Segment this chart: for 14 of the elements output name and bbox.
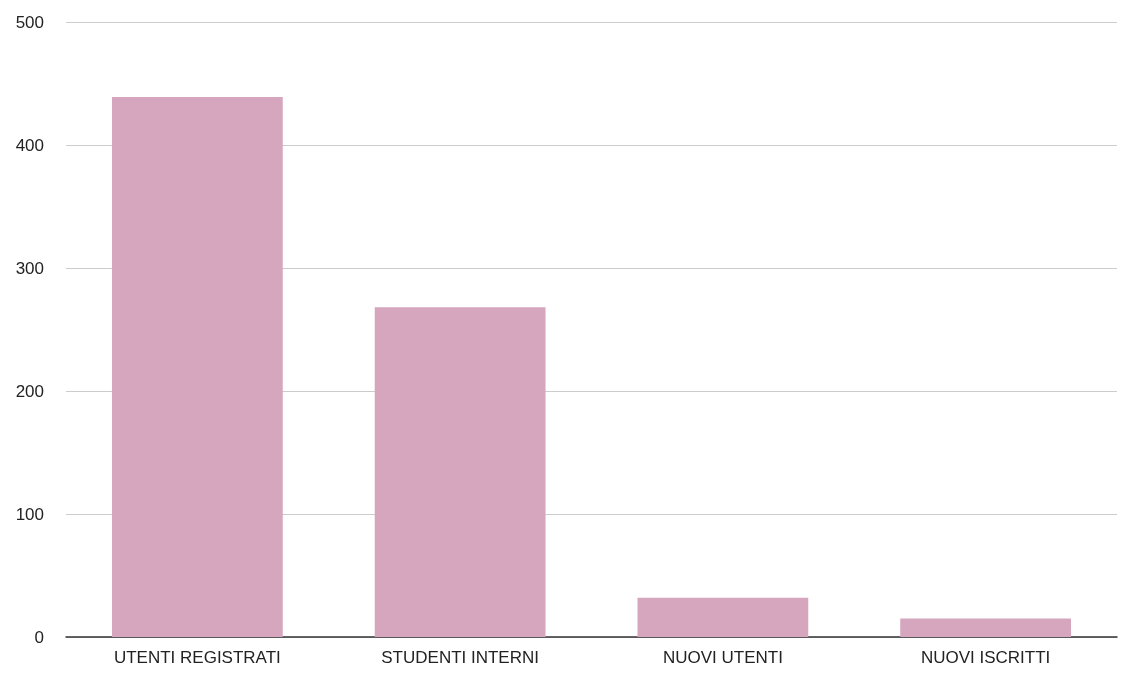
y-tick-label: 500	[15, 12, 44, 32]
x-tick-label: NUOVI UTENTI	[662, 648, 783, 667]
bar	[900, 618, 1072, 637]
y-tick-label: 400	[15, 135, 44, 155]
bar	[374, 307, 546, 637]
y-tick-label: 0	[34, 627, 44, 647]
y-tick-label: 200	[15, 381, 44, 401]
x-tick-label: NUOVI ISCRITTI	[920, 648, 1051, 667]
y-tick-label: 100	[15, 504, 44, 524]
bar	[637, 597, 809, 637]
bar	[111, 97, 283, 637]
x-tick-label: STUDENTI INTERNI	[381, 648, 539, 667]
x-tick-label: UTENTI REGISTRATI	[113, 648, 281, 667]
y-tick-label: 300	[15, 258, 44, 278]
